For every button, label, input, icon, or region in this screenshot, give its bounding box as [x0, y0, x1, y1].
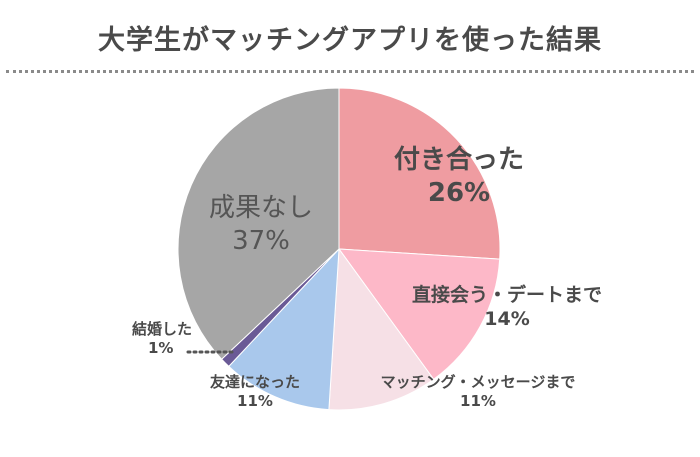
- slice-value: 37%: [232, 225, 290, 256]
- slice-label-married: 結婚した 1%: [112, 320, 212, 358]
- slice-label-friends: 友達になった 11%: [185, 373, 325, 411]
- slice-label-dated: 付き合った 26%: [364, 144, 554, 209]
- slice-no-result: [177, 87, 340, 360]
- slice-value: 14%: [484, 307, 530, 330]
- title-divider: [6, 70, 694, 73]
- pie-slices: [177, 87, 501, 411]
- slice-label-matched: マッチング・メッセージまで 11%: [318, 373, 638, 411]
- slice-label-met: 直接会う・デートまで 14%: [372, 284, 642, 332]
- slice-label-no-result: 成果なし 37%: [186, 192, 336, 257]
- slice-value: 1%: [148, 338, 174, 357]
- slice-matched: [328, 247, 435, 411]
- slice-friends: [228, 247, 340, 411]
- slice-value: 11%: [237, 391, 273, 410]
- chart-title: 大学生がマッチングアプリを使った結果: [98, 25, 602, 56]
- slice-value: 26%: [427, 177, 491, 208]
- slice-dated: [338, 87, 501, 260]
- slice-name: 友達になった: [209, 373, 300, 391]
- slice-met: [337, 248, 501, 380]
- slice-name: 付き合った: [393, 145, 524, 175]
- slice-value: 11%: [460, 391, 496, 410]
- slice-name: 結婚した: [131, 320, 192, 338]
- slice-name: 直接会う・デートまで: [411, 284, 602, 306]
- slice-name: 成果なし: [208, 193, 313, 223]
- slice-name: マッチング・メッセージまで: [380, 373, 576, 391]
